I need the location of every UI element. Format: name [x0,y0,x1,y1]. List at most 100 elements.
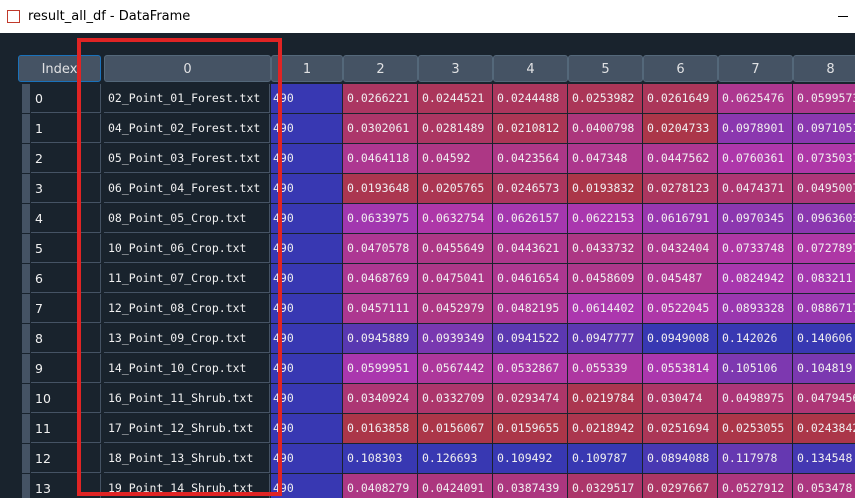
value-cell[interactable]: 0.0261649 [643,84,717,113]
column-header[interactable]: 1 [271,55,343,82]
value-cell[interactable]: 0.0735037 [793,144,855,173]
column-header[interactable]: 5 [568,55,643,82]
column-header[interactable]: 4 [493,55,568,82]
value-cell[interactable]: 0.0527912 [718,474,792,498]
value-cell[interactable]: 0.0332709 [418,384,492,413]
value-cell[interactable]: 0.126693 [418,444,492,473]
value-cell[interactable]: 0.0193648 [343,174,417,203]
value-cell[interactable]: 0.0297667 [643,474,717,498]
value-cell[interactable]: 0.0622153 [568,204,642,233]
value-cell[interactable]: 0.0626157 [493,204,567,233]
value-cell[interactable]: 0.0599573 [793,84,855,113]
file-name-cell[interactable]: 14_Point_10_Crop.txt [104,354,270,383]
value-cell[interactable]: 0.0156067 [418,414,492,443]
value-cell[interactable]: 0.0159655 [493,414,567,443]
value-cell[interactable]: 0.055339 [568,354,642,383]
index-cell[interactable]: 1 [31,114,101,143]
value-cell[interactable]: 0.0266221 [343,84,417,113]
value-cell[interactable]: 0.0482195 [493,294,567,323]
value-cell[interactable]: 0.0495007 [793,174,855,203]
value-cell[interactable]: 0.0278123 [643,174,717,203]
row-handle[interactable] [22,114,30,143]
value-cell[interactable]: 0.0632754 [418,204,492,233]
value-cell[interactable]: 0.0433732 [568,234,642,263]
value-cell[interactable]: 0.0443621 [493,234,567,263]
value-cell[interactable]: 0.0945889 [343,324,417,353]
value-cell[interactable]: 0.0219784 [568,384,642,413]
file-name-cell[interactable]: 06_Point_04_Forest.txt [104,174,270,203]
value-cell[interactable]: 0.0941522 [493,324,567,353]
value-cell[interactable]: 490 [271,354,342,383]
value-cell[interactable]: 0.0340924 [343,384,417,413]
minimize-button[interactable] [838,16,848,17]
value-cell[interactable]: 0.0193832 [568,174,642,203]
file-name-cell[interactable]: 18_Point_13_Shrub.txt [104,444,270,473]
value-cell[interactable]: 0.0253055 [718,414,792,443]
row-handle[interactable] [22,474,30,498]
value-cell[interactable]: 490 [271,384,342,413]
value-cell[interactable]: 0.0532867 [493,354,567,383]
column-header[interactable]: 6 [643,55,718,82]
value-cell[interactable]: 0.0474371 [718,174,792,203]
value-cell[interactable]: 0.0243842 [793,414,855,443]
value-cell[interactable]: 0.109492 [493,444,567,473]
value-cell[interactable]: 0.0457111 [343,294,417,323]
value-cell[interactable]: 0.0886717 [793,294,855,323]
file-name-cell[interactable]: 12_Point_08_Crop.txt [104,294,270,323]
value-cell[interactable]: 0.0244521 [418,84,492,113]
file-name-cell[interactable]: 10_Point_06_Crop.txt [104,234,270,263]
value-cell[interactable]: 490 [271,144,342,173]
value-cell[interactable]: 0.030474 [643,384,717,413]
value-cell[interactable]: 0.0244488 [493,84,567,113]
column-header[interactable]: 7 [718,55,793,82]
value-cell[interactable]: 0.0733748 [718,234,792,263]
index-cell[interactable]: 3 [31,174,101,203]
index-cell[interactable]: 11 [31,414,101,443]
value-cell[interactable]: 0.0387439 [493,474,567,498]
value-cell[interactable]: 490 [271,204,342,233]
row-handle[interactable] [22,84,30,113]
value-cell[interactable]: 0.0893328 [718,294,792,323]
index-cell[interactable]: 7 [31,294,101,323]
value-cell[interactable]: 490 [271,84,342,113]
file-name-cell[interactable]: 04_Point_02_Forest.txt [104,114,270,143]
value-cell[interactable]: 490 [271,474,342,498]
file-name-cell[interactable]: 11_Point_07_Crop.txt [104,264,270,293]
index-cell[interactable]: 4 [31,204,101,233]
value-cell[interactable]: 0.0625476 [718,84,792,113]
value-cell[interactable]: 0.0963603 [793,204,855,233]
value-cell[interactable]: 0.0760361 [718,144,792,173]
value-cell[interactable]: 0.0400798 [568,114,642,143]
row-handle[interactable] [22,174,30,203]
value-cell[interactable]: 0.0205765 [418,174,492,203]
file-name-cell[interactable]: 02_Point_01_Forest.txt [104,84,270,113]
row-handle[interactable] [22,384,30,413]
value-cell[interactable]: 490 [271,444,342,473]
index-cell[interactable]: 10 [31,384,101,413]
value-cell[interactable]: 0.0470578 [343,234,417,263]
value-cell[interactable]: 0.0458609 [568,264,642,293]
index-cell[interactable]: 2 [31,144,101,173]
file-name-cell[interactable]: 05_Point_03_Forest.txt [104,144,270,173]
value-cell[interactable]: 0.134548 [793,444,855,473]
index-cell[interactable]: 0 [31,84,101,113]
value-cell[interactable]: 0.0204733 [643,114,717,143]
value-cell[interactable]: 0.0293474 [493,384,567,413]
value-cell[interactable]: 0.140606 [793,324,855,353]
row-handle[interactable] [22,234,30,263]
value-cell[interactable]: 0.0246573 [493,174,567,203]
column-header[interactable]: 8 [793,55,855,82]
file-name-cell[interactable]: 17_Point_12_Shrub.txt [104,414,270,443]
row-handle[interactable] [22,144,30,173]
value-cell[interactable]: 0.053478 [793,474,855,498]
index-cell[interactable]: 8 [31,324,101,353]
value-cell[interactable]: 0.0218942 [568,414,642,443]
value-cell[interactable]: 0.108303 [343,444,417,473]
value-cell[interactable]: 0.0210812 [493,114,567,143]
value-cell[interactable]: 0.047348 [568,144,642,173]
value-cell[interactable]: 0.0824942 [718,264,792,293]
value-cell[interactable]: 0.0971051 [793,114,855,143]
value-cell[interactable]: 0.0464118 [343,144,417,173]
row-handle[interactable] [22,204,30,233]
row-handle[interactable] [22,294,30,323]
